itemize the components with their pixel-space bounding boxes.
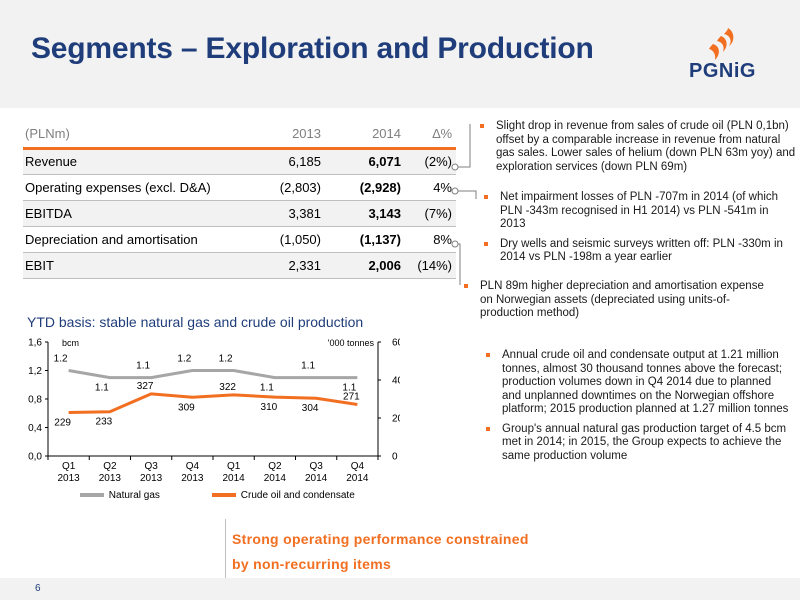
x-tick-label: Q3 2014 — [305, 461, 328, 484]
production-chart: 0,0 0,4 0,8 1,2 1,6 0 200 400 600 bcm '000 tonnes Q… — [28, 338, 400, 485]
list-item: PLN 89m higher depreciation and amortisa… — [460, 280, 770, 321]
list-item: Slight drop in revenue from sales of cru… — [476, 120, 796, 174]
natural-gas-data-label: 1.1 — [95, 383, 109, 394]
row-2013: 2,331 — [251, 252, 321, 279]
table-row: Operating expenses (excl. D&A) (2,803) (… — [23, 174, 456, 201]
x-tick-label: Q1 2014 — [223, 461, 246, 484]
right-tick-label: 600 — [392, 338, 400, 349]
page-title: Segments – Exploration and Production — [31, 32, 594, 65]
left-tick-label: 1,6 — [28, 338, 42, 349]
legend-swatch-gray — [80, 493, 104, 498]
crude-oil-data-label: 309 — [178, 402, 195, 413]
natural-gas-data-label: 1.1 — [301, 361, 315, 372]
footer-callout — [225, 519, 800, 581]
row-delta: 8% — [401, 226, 456, 253]
depreciation-bullets: PLN 89m higher depreciation and amortisa… — [460, 280, 770, 327]
row-2014: 6,071 — [321, 148, 401, 175]
revenue-bullets: Slight drop in revenue from sales of cru… — [476, 120, 796, 180]
natural-gas-data-label: 1.1 — [260, 383, 274, 394]
table-row: Depreciation and amortisation (1,050) (1… — [23, 226, 456, 253]
left-tick-label: 0,4 — [28, 423, 42, 434]
table-row: EBITDA 3,381 3,143 (7%) — [23, 200, 456, 227]
table-header-row: (PLNm) 2013 2014 ∆% — [23, 120, 456, 150]
x-tick-label: Q1 2013 — [58, 461, 81, 484]
chart-title: YTD basis: stable natural gas and crude … — [27, 314, 364, 330]
list-item: Annual crude oil and condensate output a… — [482, 349, 792, 417]
row-2013: (2,803) — [251, 174, 321, 201]
right-axis-unit: '000 tonnes — [328, 338, 375, 348]
list-item: Net impairment losses of PLN -707m in 20… — [480, 191, 785, 232]
left-tick-label: 1,2 — [28, 366, 42, 377]
row-2014: 3,143 — [321, 200, 401, 227]
crude-oil-data-label: 310 — [261, 402, 278, 413]
x-tick-label: Q2 2013 — [99, 461, 122, 484]
list-item: Dry wells and seismic surveys written of… — [480, 238, 785, 265]
header-unit: (PLNm) — [23, 120, 251, 150]
x-tick-label: Q2 2014 — [264, 461, 287, 484]
row-2013: (1,050) — [251, 226, 321, 253]
row-label: Revenue — [23, 148, 251, 175]
x-tick-label: Q3 2013 — [140, 461, 163, 484]
company-logo-text: PGNiG — [689, 60, 756, 82]
footer-band — [0, 578, 800, 600]
right-tick-label: 400 — [392, 376, 400, 387]
natural-gas-line — [68, 369, 358, 380]
legend-swatch-orange — [212, 493, 236, 498]
row-label: Depreciation and amortisation — [23, 226, 251, 253]
row-2013: 6,185 — [251, 148, 321, 175]
list-item: Group's annual natural gas production ta… — [482, 423, 792, 464]
legend-label: Crude oil and condensate — [240, 490, 355, 501]
pgnig-flame-icon — [709, 28, 734, 60]
left-axis-unit: bcm — [62, 338, 79, 348]
row-delta: (2%) — [401, 148, 456, 175]
row-delta: (7%) — [401, 200, 456, 227]
left-tick-label: 0,8 — [28, 395, 42, 406]
natural-gas-data-label: 1.1 — [136, 361, 150, 372]
legend-crude-oil: Crude oil and condensate — [212, 490, 355, 501]
right-tick-label: 200 — [392, 414, 400, 425]
natural-gas-data-label: 1.2 — [54, 354, 68, 365]
crude-oil-data-label: 233 — [96, 417, 113, 428]
crude-oil-data-label: 229 — [54, 417, 71, 428]
natural-gas-data-label: 1.2 — [177, 354, 191, 365]
production-bullets: Annual crude oil and condensate output a… — [482, 349, 792, 469]
left-tick-label: 0,0 — [28, 452, 42, 463]
tagline-line-1: Strong operating performance constrained — [232, 531, 529, 547]
x-tick-label: Q4 2014 — [346, 461, 369, 484]
header-2014: 2014 — [321, 120, 401, 150]
row-label: EBIT — [23, 252, 251, 279]
header-delta: ∆% — [401, 120, 456, 150]
table-row: Revenue 6,185 6,071 (2%) — [23, 148, 456, 175]
table-row: EBIT 2,331 2,006 (14%) — [23, 252, 456, 279]
right-tick-label: 0 — [392, 452, 398, 463]
row-delta: (14%) — [401, 252, 456, 279]
crude-oil-data-label: 304 — [302, 403, 319, 414]
legend-label: Natural gas — [108, 490, 160, 501]
opex-bullets: Net impairment losses of PLN -707m in 20… — [480, 191, 785, 271]
header-band — [0, 0, 800, 108]
tagline-line-2: by non-recurring items — [232, 556, 392, 572]
header-2013: 2013 — [251, 120, 321, 150]
row-2014: (1,137) — [321, 226, 401, 253]
crude-oil-data-label: 322 — [219, 382, 236, 393]
row-label: EBITDA — [23, 200, 251, 227]
crude-oil-data-label: 271 — [343, 392, 360, 403]
natural-gas-data-label: 1.2 — [219, 354, 233, 365]
footer-tagline: Strong operating performance constrained… — [232, 527, 529, 577]
x-tick-label: Q4 2013 — [181, 461, 204, 484]
row-label: Operating expenses (excl. D&A) — [23, 174, 251, 201]
crude-oil-line — [68, 392, 358, 414]
row-delta: 4% — [401, 174, 456, 201]
page-number: 6 — [35, 583, 41, 594]
legend-natural-gas: Natural gas — [80, 490, 160, 501]
row-2014: (2,928) — [321, 174, 401, 201]
row-2013: 3,381 — [251, 200, 321, 227]
natural-gas-data-label: 1.1 — [342, 383, 356, 394]
financials-table: (PLNm) 2013 2014 ∆% Revenue 6,185 6,071 … — [23, 120, 456, 279]
crude-oil-data-label: 327 — [137, 381, 154, 392]
row-2014: 2,006 — [321, 252, 401, 279]
